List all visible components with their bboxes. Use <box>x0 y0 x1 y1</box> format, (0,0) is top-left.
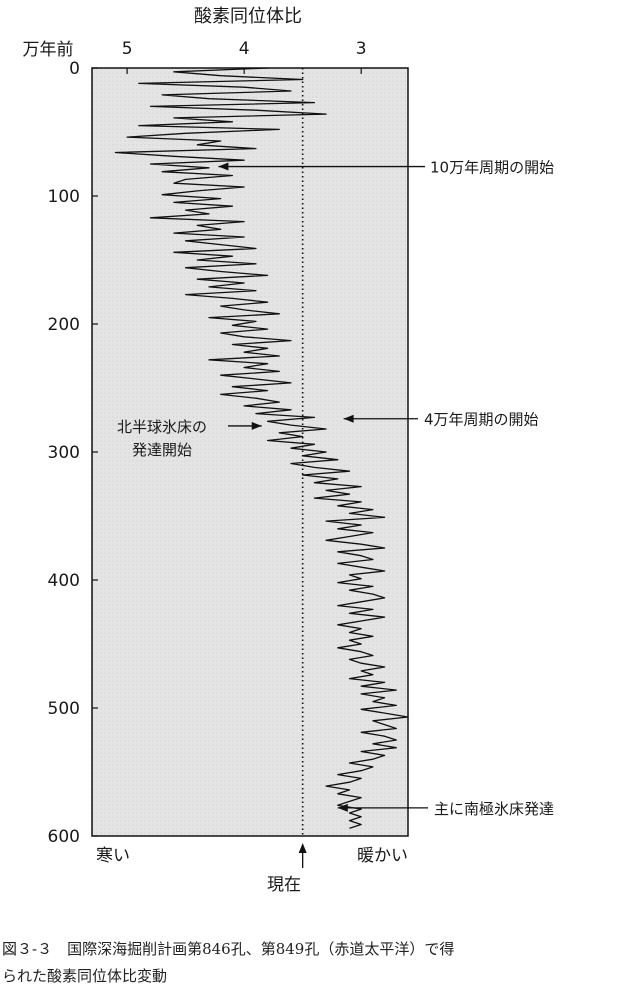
reference-line <box>298 68 307 868</box>
y-tick-label: 500 <box>48 699 80 719</box>
y-tick-label: 0 <box>69 59 80 79</box>
y-tick-label: 300 <box>48 443 80 463</box>
series-line <box>114 67 409 829</box>
y-axis-ticks: 0 100 200 300 400 500 600 <box>48 59 98 847</box>
annotation-4-text: 主に南極氷床発達 <box>434 800 554 818</box>
plot-frame <box>91 67 409 837</box>
x-tick-label: 3 <box>356 39 367 59</box>
annotation-3-text-line-1: 北半球氷床の <box>117 418 207 436</box>
annotation-3-arrow-head <box>251 421 262 430</box>
annotation-2-text: 4万年周期の開始 <box>424 411 539 429</box>
y-tick-label: 600 <box>48 827 80 847</box>
annotation-3-text-line-2: 発達開始 <box>132 441 192 459</box>
annotation-1-arrow-head <box>218 162 229 171</box>
x-axis-left-label: 寒い <box>96 846 130 866</box>
x-tick-label: 4 <box>239 39 250 59</box>
annotation-1-text: 10万年周期の開始 <box>430 159 554 177</box>
y-tick-label: 400 <box>48 571 80 591</box>
y-axis-label: 万年前 <box>23 40 74 60</box>
x-axis-right-label: 暖かい <box>357 846 408 866</box>
reference-line-label: 現在 <box>267 875 301 895</box>
chart-title: 酸素同位体比 <box>194 6 302 27</box>
y-tick-label: 200 <box>48 315 80 335</box>
x-tick-label: 5 <box>122 39 133 59</box>
plot-area <box>91 67 409 837</box>
annotation-2-arrow-head <box>343 414 354 423</box>
caption-line-2: られた酸素同位体比変動 <box>2 967 168 985</box>
oxygen-isotope-series-line <box>114 67 409 829</box>
caption-line-1: 図３-３ 国際深海掘削計画第846孔、第849孔（赤道太平洋）で得 <box>2 940 455 958</box>
y-tick-label: 100 <box>48 187 80 207</box>
present-arrow-head <box>298 843 307 853</box>
figure-caption: 図３-３ 国際深海掘削計画第846孔、第849孔（赤道太平洋）で得 られた酸素同… <box>2 936 602 990</box>
chart: 酸素同位体比 万年前 5 4 3 0 100 200 300 400 500 600 10万年周… <box>23 6 555 895</box>
annotation-4-arrow-head <box>337 803 348 812</box>
